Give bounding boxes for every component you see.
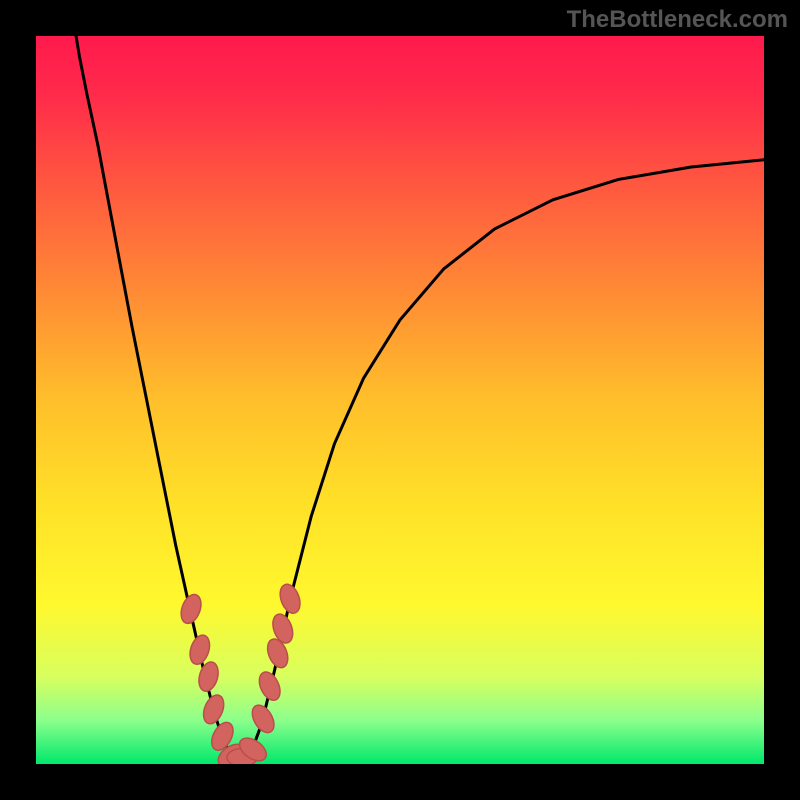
plot-svg — [36, 36, 764, 764]
plot-area — [36, 36, 764, 764]
chart-container: TheBottleneck.com — [0, 0, 800, 800]
watermark-text: TheBottleneck.com — [567, 6, 788, 34]
